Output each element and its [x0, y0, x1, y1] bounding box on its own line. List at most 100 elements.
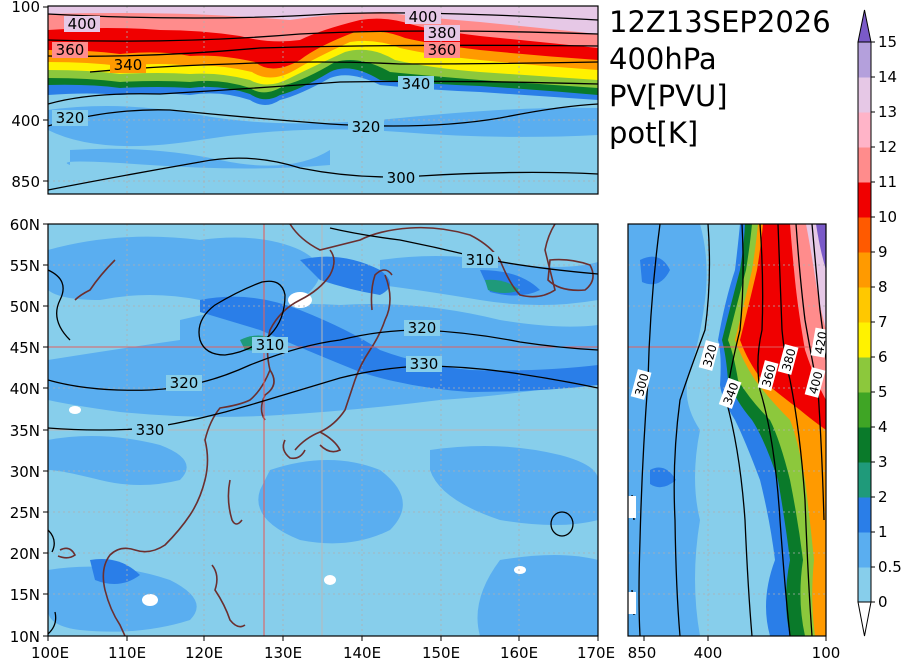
- lon-tick-label: 150E: [422, 644, 460, 662]
- lat-tick-label: 55N: [10, 257, 40, 275]
- colorbar-bin: [858, 497, 871, 533]
- colorbar-tick-label: 2: [878, 488, 888, 506]
- colorbar-tick-label: 0.5: [878, 558, 902, 576]
- top-theta-label: 320: [56, 109, 85, 127]
- lat-tick-label: 30N: [10, 463, 40, 481]
- side-theta-label: 320: [700, 343, 719, 369]
- colorbar-tick-label: 8: [878, 278, 888, 296]
- colorbar-tick-label: 10: [878, 208, 897, 226]
- lon-tick-label: 140E: [343, 644, 381, 662]
- colorbar-tick-label: 13: [878, 103, 897, 121]
- top-theta-label: 360: [428, 41, 457, 59]
- theta-label: 320: [408, 319, 437, 337]
- theta-label: 320: [170, 374, 199, 392]
- colorbar-tick-label: 1: [878, 523, 888, 541]
- top-section-frame: [47, 5, 599, 195]
- lat-tick-label: 50N: [10, 298, 40, 316]
- lat-tick-label: 25N: [10, 504, 40, 522]
- colorbar-extend-max: [857, 9, 872, 43]
- colorbar-tick-label: 6: [878, 348, 888, 366]
- colorbar-bin: [858, 182, 871, 218]
- colorbar-extend-min: [857, 601, 872, 637]
- title-field: PV[PVU]: [609, 79, 728, 113]
- top-y-tick-label: 850: [11, 173, 40, 191]
- theta-label: 330: [136, 421, 165, 439]
- side-x-tick-label: 100: [812, 644, 841, 662]
- colorbar-bin: [858, 42, 871, 78]
- title-contour: pot[K]: [609, 116, 699, 150]
- colorbar-tick-label: 3: [878, 453, 888, 471]
- side-theta-label: 360: [759, 363, 778, 389]
- top-y-axis: 100 400 850: [11, 0, 48, 191]
- colorbar-bin: [858, 462, 871, 498]
- top-y-tick-label: 400: [11, 112, 40, 130]
- lat-tick-label: 10N: [10, 628, 40, 646]
- top-theta-label: 380: [428, 24, 457, 42]
- title-time: 12Z13SEP2026: [609, 5, 831, 39]
- top-theta-label: 340: [114, 56, 143, 74]
- side-theta-label: 420: [812, 330, 830, 355]
- title-level: 400hPa: [609, 42, 717, 76]
- main-map: 310 310 320 320 330 330: [48, 224, 598, 636]
- top-cross-section: 400 400 380 360 360 340 340 320 320 300: [48, 6, 598, 194]
- colorbar-bin: [858, 427, 871, 463]
- colorbar-bin: [858, 322, 871, 358]
- lon-tick-label: 130E: [264, 644, 302, 662]
- colorbar-bin: [858, 567, 871, 603]
- colorbar-bin: [858, 357, 871, 393]
- colorbar-tick-label: 11: [878, 173, 897, 191]
- lat-tick-label: 15N: [10, 586, 40, 604]
- colorbar-bin: [858, 532, 871, 568]
- lon-tick-label: 160E: [500, 644, 538, 662]
- lat-tick-label: 40N: [10, 380, 40, 398]
- lat-tick-label: 45N: [10, 339, 40, 357]
- theta-label: 310: [466, 251, 495, 269]
- top-theta-label: 300: [387, 169, 416, 187]
- colorbar-bin: [858, 147, 871, 183]
- colorbar-bin: [858, 112, 871, 148]
- colorbar-bin: [858, 392, 871, 428]
- map-lon-axis: 100E 110E 120E 130E 140E 150E 160E 170E: [31, 636, 615, 662]
- section-crosshair: [48, 224, 598, 636]
- colorbar-bin: [858, 77, 871, 113]
- side-x-axis: 850 400 100: [628, 636, 841, 662]
- colorbar-tick-label: 4: [878, 418, 888, 436]
- lon-tick-label: 120E: [185, 644, 223, 662]
- theta-contour-labels: 310 310 320 320 330 330: [132, 251, 498, 439]
- colorbar-tick-label: 0: [878, 593, 888, 611]
- map-lat-axis: 10N 15N 20N 25N 30N 35N 40N 45N 50N 55N …: [10, 216, 48, 646]
- top-theta-label: 340: [402, 75, 431, 93]
- side-cross-section: 300 320 340 360 380 400 420: [628, 224, 830, 636]
- lon-tick-label: 100E: [31, 644, 69, 662]
- side-section-frame: [627, 223, 827, 637]
- colorbar-bin: [858, 217, 871, 253]
- top-theta-label: 320: [352, 118, 381, 136]
- colorbar-tick-label: 9: [878, 243, 888, 261]
- top-theta-label: 360: [56, 41, 85, 59]
- top-theta-label: 400: [68, 15, 97, 33]
- colorbar-bin: [858, 252, 871, 288]
- lon-tick-label: 170E: [577, 644, 615, 662]
- colorbar-tick-label: 14: [878, 68, 897, 86]
- top-y-tick-label: 100: [11, 0, 40, 16]
- lon-tick-label: 110E: [108, 644, 146, 662]
- side-x-tick-label: 400: [694, 644, 723, 662]
- colorbar-tick-label: 15: [878, 33, 897, 51]
- theta-label: 310: [256, 336, 285, 354]
- colorbar-bin: [858, 287, 871, 323]
- side-x-tick-label: 850: [628, 644, 657, 662]
- colorbar-tick-label: 7: [878, 313, 888, 331]
- top-theta-label: 400: [409, 8, 438, 26]
- theta-label: 330: [410, 355, 439, 373]
- side-theta-label: 300: [632, 372, 651, 398]
- lat-tick-label: 60N: [10, 216, 40, 234]
- title-block: 12Z13SEP2026 400hPa PV[PVU] pot[K]: [609, 4, 831, 152]
- colorbar-tick-label: 12: [878, 138, 897, 156]
- side-theta-label: 400: [806, 370, 825, 396]
- lat-tick-label: 35N: [10, 422, 40, 440]
- lat-tick-label: 20N: [10, 545, 40, 563]
- side-theta-label: 380: [779, 347, 798, 373]
- colorbar-tick-label: 5: [878, 383, 888, 401]
